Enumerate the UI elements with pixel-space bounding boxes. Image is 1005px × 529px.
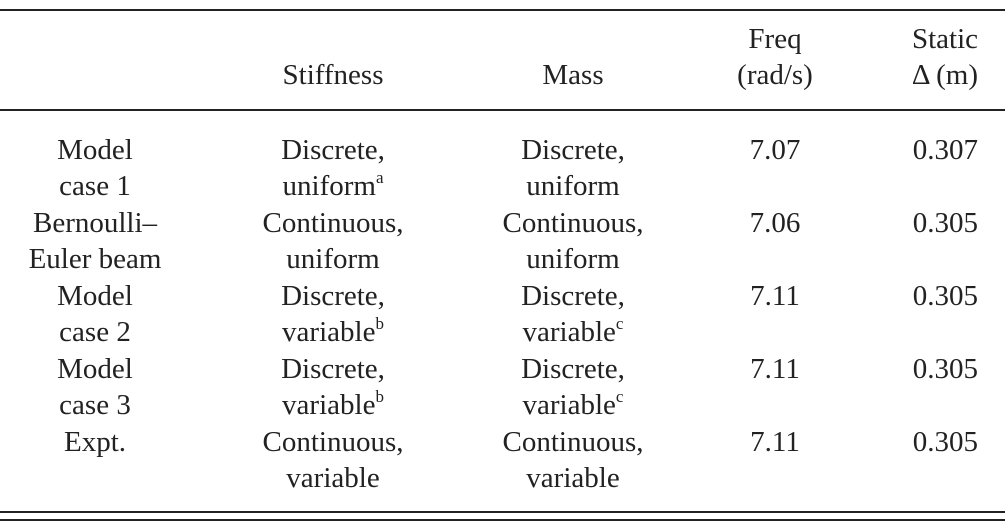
- header-cell: Δ (m): [911, 59, 978, 91]
- table-cell: uniform: [526, 170, 620, 202]
- table-cell: Continuous,: [262, 426, 404, 458]
- header-cell: Static: [911, 23, 978, 55]
- top-rule: [0, 9, 1005, 11]
- table-cell: variableb: [282, 387, 384, 421]
- table-cell: variablec: [522, 314, 624, 348]
- table-cell: Model: [57, 134, 133, 166]
- table-cell: 0.307: [912, 134, 978, 166]
- table-cell: Bernoulli–: [32, 207, 158, 239]
- footnote-mark: a: [375, 168, 384, 187]
- table-cell: 7.11: [750, 426, 800, 458]
- table-cell: Discrete,: [521, 353, 625, 385]
- table-cell: variablec: [522, 387, 624, 421]
- table-cell: Continuous,: [502, 426, 644, 458]
- table-cell: 0.305: [912, 207, 978, 239]
- table-cell: Discrete,: [521, 280, 625, 312]
- table-cell: 0.305: [912, 280, 978, 312]
- footnote-mark: c: [615, 387, 624, 406]
- table-cell: Model: [57, 280, 133, 312]
- table-cell: variableb: [282, 314, 384, 348]
- table-cell: Discrete,: [281, 134, 385, 166]
- table-cell: Discrete,: [281, 280, 385, 312]
- table-cell: Expt.: [63, 426, 127, 458]
- header-cell: (rad/s): [737, 59, 813, 91]
- table-cell: 7.11: [750, 353, 800, 385]
- bottom-rule: [0, 519, 1005, 521]
- table-cell: variable: [526, 462, 620, 494]
- header-cell: Mass: [542, 59, 604, 91]
- table-cell: 7.07: [749, 134, 801, 166]
- table-cell: case 3: [59, 389, 131, 421]
- footnote-mark: b: [375, 387, 384, 406]
- table-cell: 0.305: [912, 353, 978, 385]
- table-cell: variable: [286, 462, 380, 494]
- table-cell: Model: [57, 353, 133, 385]
- footnote-mark: c: [615, 314, 624, 333]
- header-cell: Freq: [748, 23, 802, 55]
- footnote-mark: b: [375, 314, 384, 333]
- bottom-rule: [0, 511, 1005, 513]
- table-cell: Euler beam: [28, 243, 162, 275]
- header-cell: Stiffness: [282, 59, 384, 91]
- table-cell: uniform: [286, 243, 380, 275]
- header-rule: [0, 109, 1005, 111]
- table-cell: uniform: [526, 243, 620, 275]
- table-cell: Continuous,: [262, 207, 404, 239]
- table-cell: case 1: [59, 170, 131, 202]
- table-cell: 0.305: [912, 426, 978, 458]
- table-cell: Discrete,: [281, 353, 385, 385]
- table-cell: Discrete,: [521, 134, 625, 166]
- table-cell: 7.11: [750, 280, 800, 312]
- table-cell: uniforma: [282, 168, 384, 202]
- table-cell: 7.06: [749, 207, 801, 239]
- table-cell: case 2: [59, 316, 131, 348]
- table-cell: Continuous,: [502, 207, 644, 239]
